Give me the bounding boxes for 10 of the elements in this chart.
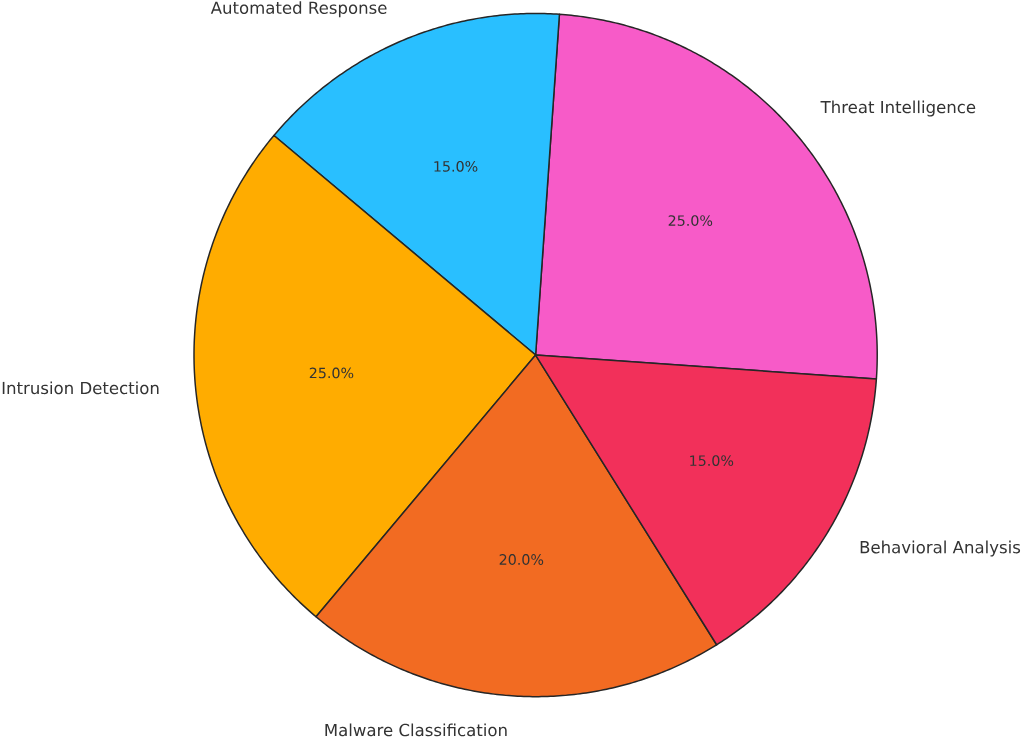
slice-label: Automated Response xyxy=(210,0,387,17)
slice-label: Threat Intelligence xyxy=(820,100,976,117)
slice-label: Behavioral Analysis xyxy=(860,540,1021,557)
slice-label: Intrusion Detection xyxy=(2,381,159,394)
data-label: 15.0% xyxy=(690,454,734,466)
data-label: 25.0% xyxy=(309,367,354,379)
data-label: 15.0% xyxy=(434,160,478,172)
data-label: 20.0% xyxy=(499,553,544,565)
slice-label: Malware Classification xyxy=(325,723,507,737)
data-label: 25.0% xyxy=(668,214,713,226)
